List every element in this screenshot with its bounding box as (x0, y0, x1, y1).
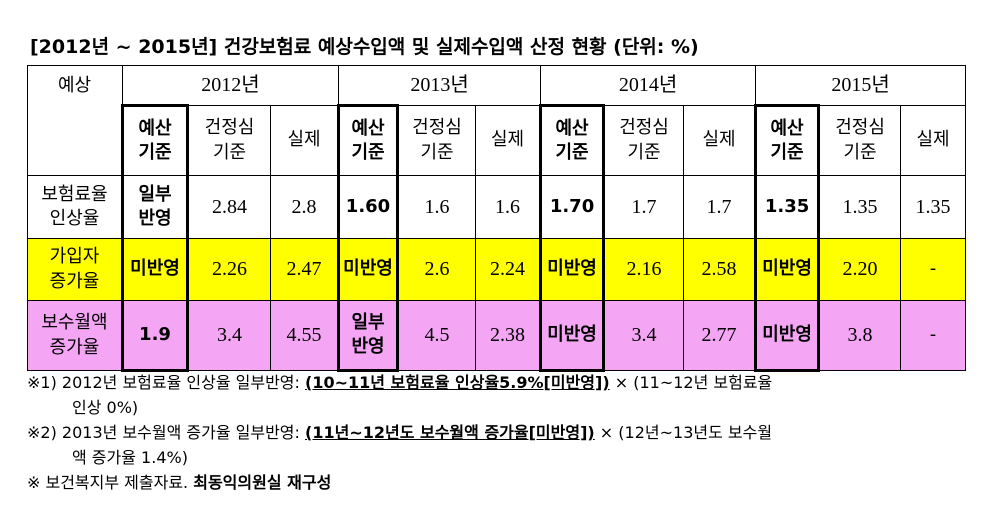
cell: 2.20 (818, 238, 902, 301)
cell: 미반영 (754, 238, 821, 301)
cell: 1.7 (683, 175, 757, 239)
cell: 2.38 (475, 300, 542, 371)
cell: 2.84 (187, 175, 271, 239)
cell: 1.35 (818, 175, 902, 239)
cell: 1.9 (121, 300, 189, 372)
cell: 1.35 (754, 175, 821, 239)
corner-cell: 예상 (27, 65, 123, 176)
subheader: 건정심 기준 (818, 105, 902, 176)
cell: 1.6 (475, 175, 542, 239)
year-header: 2014년 (540, 65, 757, 106)
note-text: ※2) 2013년 보수월액 증가율 일부반영: (27, 423, 306, 442)
note-emphasis: (10~11년 보험료율 인상율5.9%[미반영]) (305, 373, 610, 392)
year-header: 2012년 (121, 65, 340, 106)
cell: 4.5 (397, 300, 477, 371)
subheader: 예산 기준 (337, 104, 400, 176)
header-row: 예상 2012년 2013년 2014년 2015년 (27, 65, 967, 176)
note-text: ※ 보건복지부 제출자료. (27, 473, 194, 492)
note-text: × (11~12년 보험료율 (609, 373, 773, 392)
cell: 미반영 (121, 238, 189, 301)
cell: 2.16 (603, 238, 685, 301)
cell: - (900, 300, 967, 371)
note-continuation: 인상 0%) (72, 398, 139, 417)
cell: 일부 반영 (121, 175, 189, 239)
cell: 3.8 (818, 300, 902, 371)
cell: 3.4 (187, 300, 271, 371)
subheader: 실제 (683, 105, 757, 176)
cell: 4.55 (269, 300, 340, 371)
note-continuation: 액 증가율 1.4%) (72, 448, 188, 467)
subheader: 예산 기준 (121, 104, 189, 176)
data-row: 보수월액 증가율 1.9 3.4 4.55 일부 반영 4.5 2.38 미반영 3.4 2.77… (27, 300, 967, 372)
row-header: 보수월액 증가율 (27, 300, 123, 371)
year-header: 2015년 (755, 65, 967, 106)
year-header: 2013년 (338, 65, 542, 106)
subheader: 예산 기준 (539, 104, 606, 176)
note-text: × (12년~13년도 보수월 (594, 423, 773, 442)
cell: 1.70 (539, 175, 606, 239)
note-line: ※1) 2012년 보험료율 인상율 일부반영: (10~11년 보험료율 인상… (27, 370, 772, 395)
cell: 3.4 (603, 300, 685, 371)
cell: 2.24 (475, 238, 542, 301)
subheader: 실제 (900, 105, 967, 176)
data-row: 가입자 증가율 미반영 2.26 2.47 미반영 2.6 2.24 미반영 2.16 2.58 미… (27, 238, 967, 301)
table: 예상 2012년 2013년 2014년 2015년 예산 기준 건정심 기준 실제 예산 기준… (27, 65, 967, 372)
row-header: 가입자 증가율 (27, 238, 123, 301)
subheader: 실제 (475, 105, 542, 176)
cell: 2.47 (269, 238, 340, 301)
cell: 일부 반영 (337, 300, 400, 372)
note-emphasis: 최동익의원실 재구성 (193, 473, 332, 492)
row-header: 보험료율 인상율 (27, 175, 123, 239)
note-text: ※1) 2012년 보험료율 인상율 일부반영: (27, 373, 306, 392)
cell: 2.8 (269, 175, 340, 239)
note-line: ※2) 2013년 보수월액 증가율 일부반영: (11년~12년도 보수월액 … (27, 420, 772, 445)
cell: - (900, 238, 967, 301)
cell: 2.58 (683, 238, 757, 301)
cell: 2.77 (683, 300, 757, 371)
cell: 1.60 (337, 175, 400, 239)
subheader: 예산 기준 (754, 104, 821, 176)
subheader: 건정심 기준 (397, 105, 477, 176)
note-emphasis: (11년~12년도 보수월액 증가율[미반영]) (305, 423, 595, 442)
subheader: 실제 (269, 105, 340, 176)
notes: ※1) 2012년 보험료율 인상율 일부반영: (10~11년 보험료율 인상… (27, 370, 772, 495)
cell: 미반영 (539, 238, 606, 301)
cell: 미반영 (754, 300, 821, 372)
title: [2012년 ~ 2015년] 건강보험료 예상수입액 및 실제수입액 산정 현… (30, 36, 699, 58)
cell: 2.26 (187, 238, 271, 301)
cell: 2.6 (397, 238, 477, 301)
note-line: ※ 보건복지부 제출자료. 최동익의원실 재구성 (27, 470, 772, 495)
cell: 미반영 (337, 238, 400, 301)
subheader: 건정심 기준 (187, 105, 271, 176)
cell: 1.6 (397, 175, 477, 239)
cell: 미반영 (539, 300, 606, 372)
cell: 1.7 (603, 175, 685, 239)
data-row: 보험료율 인상율 일부 반영 2.84 2.8 1.60 1.6 1.6 1.70 1.7 1.7… (27, 175, 967, 239)
subheader-row: 예산 기준 건정심 기준 실제 예산 기준 건정심 기준 실제 예산 기준 건정심 기준 실제 예… (28, 104, 967, 176)
cell: 1.35 (900, 175, 967, 239)
subheader: 건정심 기준 (603, 105, 685, 176)
